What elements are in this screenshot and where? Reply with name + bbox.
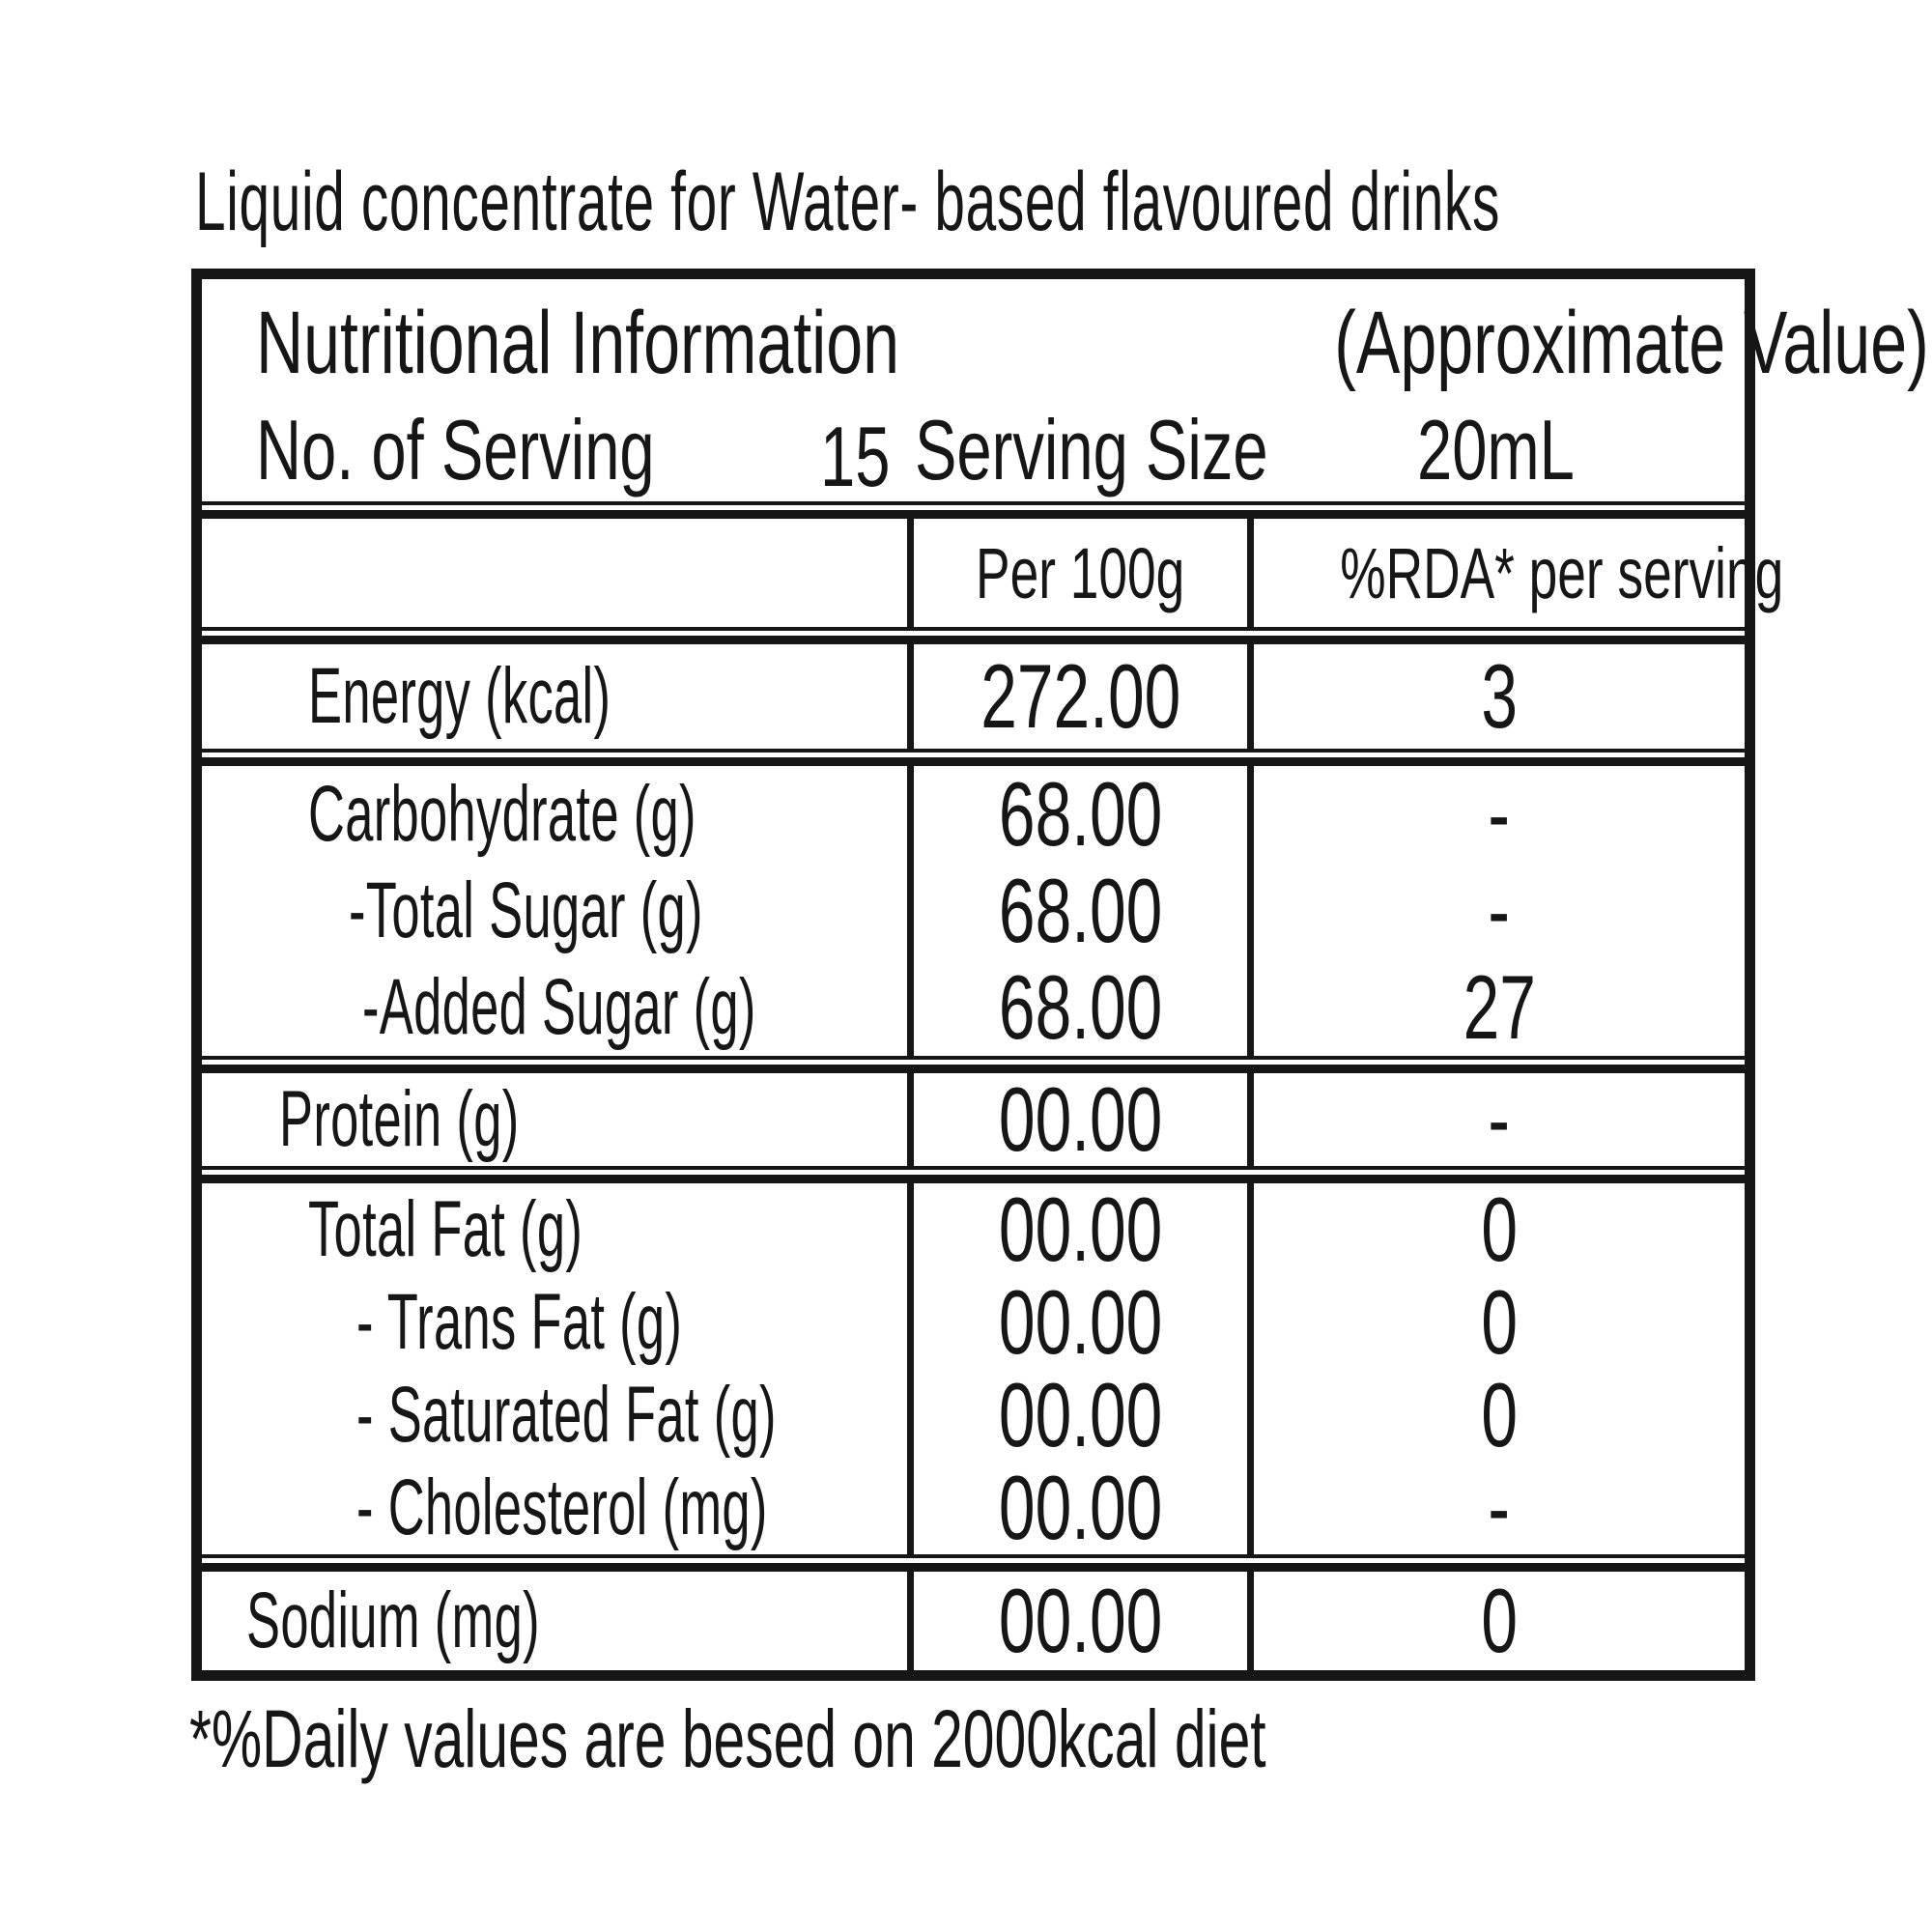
column-header-nutrient bbox=[202, 519, 914, 627]
protein-rda-cell: - bbox=[1254, 1068, 1745, 1170]
total-sugar-rda-value: - bbox=[1488, 860, 1511, 961]
added-sugar-per100g-value: 68.00 bbox=[998, 956, 1163, 1058]
trans-fat-rda-value: 0 bbox=[1481, 1271, 1518, 1373]
energy-label: Energy (kcal) bbox=[308, 652, 611, 740]
sodium-rda-value: 0 bbox=[1481, 1570, 1518, 1671]
daily-value-footnote: *%Daily values are besed on 2000kcal die… bbox=[189, 1693, 1266, 1784]
total-fat-per100g-value: 00.00 bbox=[998, 1179, 1163, 1280]
total-sugar-label: -Total Sugar (g) bbox=[349, 867, 703, 954]
added-sugar-rda-value: 27 bbox=[1463, 956, 1536, 1058]
sodium-row: Sodium (mg) 00.00 0 bbox=[202, 1563, 1745, 1671]
carbohydrate-label: Carbohydrate (g) bbox=[308, 770, 696, 858]
fat-per100g-cell: 00.00 00.00 00.00 00.00 bbox=[914, 1179, 1254, 1558]
approximate-value-note: (Approximate Value) bbox=[1334, 293, 1929, 392]
total-fat-rda-value: 0 bbox=[1481, 1179, 1518, 1280]
saturated-fat-per100g-value: 00.00 bbox=[998, 1364, 1163, 1465]
cholesterol-label: - Cholesterol (mg) bbox=[356, 1463, 768, 1551]
table-header-band: Nutritional Information (Approximate Val… bbox=[202, 279, 1929, 505]
energy-label-cell: Energy (kcal) bbox=[202, 644, 914, 749]
nutrition-table: Nutritional Information (Approximate Val… bbox=[191, 269, 1929, 1681]
energy-rda-value: 3 bbox=[1481, 645, 1518, 747]
protein-row: Protein (g) 00.00 - bbox=[202, 1065, 1745, 1170]
rda-header: %RDA* per serving bbox=[1340, 532, 1784, 613]
table-title-line: Nutritional Information (Approximate Val… bbox=[202, 279, 1929, 399]
sodium-label: Sodium (mg) bbox=[246, 1577, 540, 1664]
trans-fat-per100g-value: 00.00 bbox=[998, 1271, 1163, 1373]
carbohydrate-per100g-cell: 68.00 68.00 68.00 bbox=[914, 763, 1254, 1058]
carbohydrate-rda-cell: - - 27 bbox=[1254, 763, 1745, 1058]
sodium-label-cell: Sodium (mg) bbox=[202, 1572, 914, 1670]
product-description: Liquid concentrate for Water- based flav… bbox=[195, 156, 1500, 248]
sodium-rda-cell: 0 bbox=[1254, 1570, 1745, 1671]
protein-per100g-value: 00.00 bbox=[998, 1068, 1163, 1170]
serving-info-line: No. of Serving 15 Serving Size 20mL bbox=[202, 399, 1745, 504]
energy-rda-cell: 3 bbox=[1254, 644, 1745, 749]
energy-per100g-value: 272.00 bbox=[980, 645, 1180, 747]
carbohydrate-rda-value: - bbox=[1488, 763, 1511, 865]
per-100g-header: Per 100g bbox=[976, 532, 1185, 613]
saturated-fat-label: - Saturated Fat (g) bbox=[356, 1371, 777, 1459]
trans-fat-label: - Trans Fat (g) bbox=[356, 1278, 683, 1366]
energy-row: Energy (kcal) 272.00 3 bbox=[202, 636, 1745, 753]
fat-band: Total Fat (g) - Trans Fat (g) - Saturate… bbox=[202, 1175, 1745, 1558]
cholesterol-per100g-value: 00.00 bbox=[998, 1457, 1163, 1558]
protein-label-cell: Protein (g) bbox=[202, 1073, 914, 1166]
protein-rda-value: - bbox=[1488, 1068, 1511, 1170]
servings-group: No. of Serving 15 bbox=[256, 401, 915, 504]
carbohydrate-band: Carbohydrate (g) -Total Sugar (g) -Added… bbox=[202, 757, 1745, 1060]
servings-value: 15 bbox=[819, 409, 891, 504]
cholesterol-rda-value: - bbox=[1488, 1457, 1511, 1558]
table-title: Nutritional Information bbox=[256, 293, 899, 392]
total-sugar-per100g-value: 68.00 bbox=[998, 860, 1163, 961]
column-header-row: Per 100g %RDA* per serving bbox=[202, 510, 1783, 631]
carbohydrate-label-cell: Carbohydrate (g) -Total Sugar (g) -Added… bbox=[202, 766, 914, 1056]
column-header-rda: %RDA* per serving bbox=[1254, 519, 1869, 627]
sodium-per100g-cell: 00.00 bbox=[914, 1570, 1254, 1671]
total-fat-label: Total Fat (g) bbox=[308, 1185, 583, 1273]
energy-per100g-cell: 272.00 bbox=[914, 644, 1254, 749]
serving-size-group: Serving Size 20mL bbox=[915, 401, 1726, 499]
fat-rda-cell: 0 0 0 - bbox=[1254, 1179, 1745, 1558]
serving-size-value: 20mL bbox=[1416, 402, 1575, 497]
saturated-fat-rda-value: 0 bbox=[1481, 1364, 1518, 1465]
protein-label: Protein (g) bbox=[279, 1075, 520, 1163]
added-sugar-label: -Added Sugar (g) bbox=[362, 963, 756, 1051]
serving-size-label: Serving Size bbox=[914, 402, 1268, 497]
fat-label-cell: Total Fat (g) - Trans Fat (g) - Saturate… bbox=[202, 1183, 914, 1554]
carbohydrate-per100g-value: 68.00 bbox=[998, 763, 1163, 865]
sodium-per100g-value: 00.00 bbox=[998, 1570, 1163, 1671]
column-header-per100g: Per 100g bbox=[914, 519, 1254, 627]
servings-label: No. of Serving bbox=[256, 402, 655, 497]
protein-per100g-cell: 00.00 bbox=[914, 1068, 1254, 1170]
